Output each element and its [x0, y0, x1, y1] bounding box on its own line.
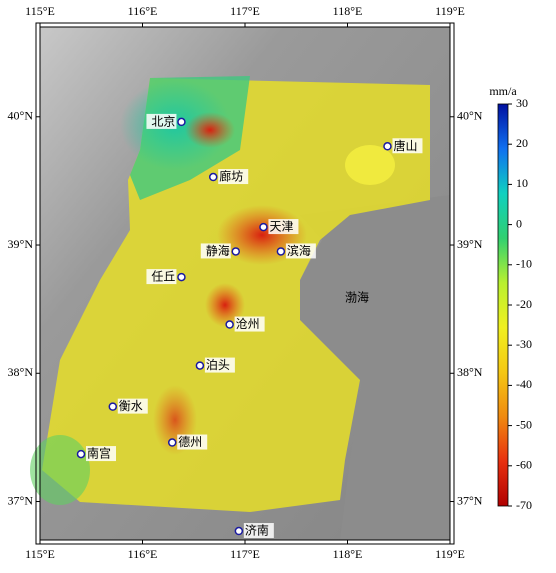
colorbar-tick-label: -60 [516, 458, 532, 472]
subsidence [205, 283, 245, 327]
city-label: 衡水 [119, 399, 143, 413]
city-label-bg [200, 243, 231, 259]
city-marker [234, 526, 244, 536]
y-tick-label: 39°N [8, 237, 34, 251]
city-label: 济南 [245, 523, 269, 538]
city-label-bg [285, 243, 316, 259]
city-marker [225, 320, 234, 329]
city-label: 静海 [206, 243, 230, 258]
city-label: 德州 [178, 434, 202, 449]
colorbar-tick-label: 20 [516, 136, 528, 150]
sea-label: 渤海 [345, 290, 369, 305]
y-tick-label: 37°N [457, 493, 483, 507]
city-label-bg [146, 269, 177, 285]
city-marker [383, 142, 392, 151]
y-tick-label: 39°N [457, 237, 483, 251]
colorbar-tick-label: -70 [516, 498, 532, 512]
city-label: 廊坊 [219, 169, 243, 184]
city-label: 天津 [269, 220, 293, 234]
city-label: 滨海 [287, 243, 311, 258]
city-label: 唐山 [393, 138, 417, 153]
city-label-bg [243, 523, 274, 539]
colorbar-tick-label: 0 [516, 216, 522, 230]
x-tick-label: 117°E [230, 4, 260, 18]
stable-zone [30, 435, 90, 505]
colorbar-tick-label: -20 [516, 297, 532, 311]
city-label-bg [392, 138, 423, 154]
city-label-bg [204, 357, 235, 373]
y-tick-label: 40°N [457, 109, 483, 123]
colorbar-tick-label: 10 [516, 176, 528, 190]
x-tick-label: 116°E [128, 547, 158, 561]
x-tick-label: 118°E [333, 4, 363, 18]
y-tick-label: 40°N [8, 109, 34, 123]
city-label-bg [234, 316, 265, 332]
x-tick-label: 117°E [230, 547, 260, 561]
city-label-bg [117, 398, 148, 414]
city-label: 北京 [151, 114, 175, 128]
x-tick-label: 119°E [435, 4, 465, 18]
colorbar-unit: mm/a [489, 84, 517, 98]
city-marker [195, 361, 205, 370]
x-tick-label: 118°E [333, 547, 363, 561]
city-marker [167, 438, 177, 447]
x-tick-label: 116°E [128, 4, 158, 18]
x-tick-label: 119°E [435, 547, 465, 561]
city-marker [231, 247, 241, 256]
city-marker [76, 449, 86, 459]
city-label-bg [177, 434, 208, 450]
city-label-bg [146, 113, 177, 129]
city-marker [259, 222, 268, 232]
city-marker [208, 172, 218, 182]
city-marker [108, 402, 118, 411]
deformation-field [345, 145, 395, 185]
city-label: 泊头 [206, 358, 230, 372]
colorbar [497, 103, 509, 507]
y-tick-label: 38°N [457, 365, 483, 379]
y-tick-label: 37°N [8, 493, 34, 507]
colorbar-tick-label: -30 [516, 337, 532, 351]
y-tick-label: 38°N [8, 365, 34, 379]
colorbar-tick-label: 30 [516, 96, 528, 110]
city-marker [177, 117, 186, 127]
x-tick-label: 115°E [25, 547, 55, 561]
city-marker [177, 272, 186, 282]
city-label-bg [268, 219, 299, 235]
city-label-bg [218, 169, 249, 185]
sea [300, 195, 450, 540]
city-marker [276, 247, 286, 256]
city-label-bg [86, 446, 116, 462]
subsidence [185, 112, 235, 148]
colorbar-tick-label: -50 [516, 417, 532, 431]
colorbar-tick-label: -40 [516, 377, 532, 391]
colorbar-tick-label: -10 [516, 257, 532, 271]
city-label: 沧州 [236, 316, 260, 331]
city-label: 任丘 [151, 270, 175, 284]
x-tick-label: 115°E [25, 4, 55, 18]
city-label: 南宫 [87, 446, 111, 461]
